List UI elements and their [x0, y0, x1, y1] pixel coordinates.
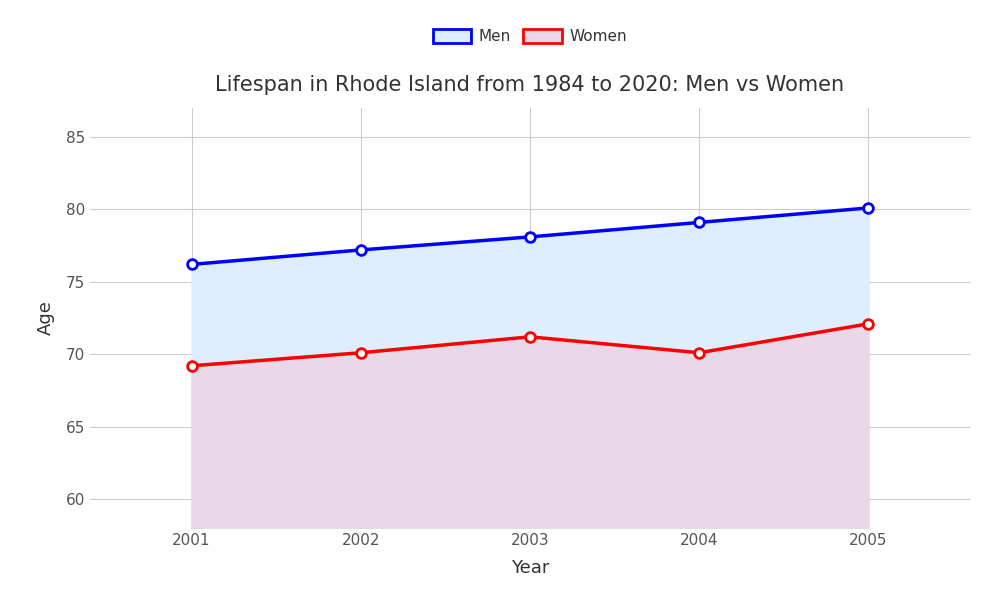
Y-axis label: Age: Age — [37, 301, 55, 335]
X-axis label: Year: Year — [511, 559, 549, 577]
Legend: Men, Women: Men, Women — [427, 23, 633, 50]
Title: Lifespan in Rhode Island from 1984 to 2020: Men vs Women: Lifespan in Rhode Island from 1984 to 20… — [215, 76, 845, 95]
